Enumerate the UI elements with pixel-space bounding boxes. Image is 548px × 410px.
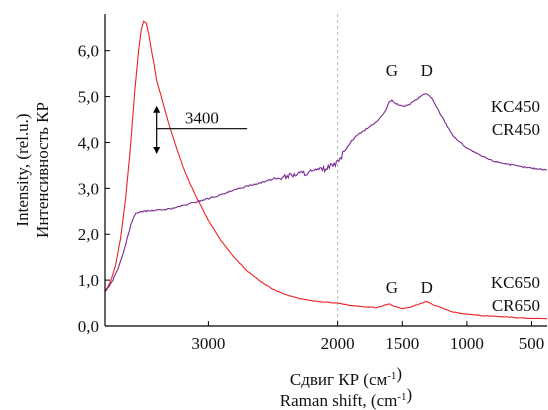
y-axis-title-en: Intensity, (rel.u.) <box>13 113 32 226</box>
annotation-3400: 3400 <box>185 109 219 128</box>
series-label-0-line2: CR650 <box>492 296 540 315</box>
arrow-down-head <box>153 146 161 154</box>
x-tick-label: 1000 <box>450 334 484 353</box>
series-label-1-line1: KC450 <box>491 97 540 116</box>
series-label-0-line1: KC650 <box>491 273 540 292</box>
y-axis-title-ru: Интенсивность КР <box>33 102 52 238</box>
labels: Сдвиг КР (см-1)Raman shift, (cm-1) Intens… <box>13 61 540 410</box>
y-tick-label: 5,0 <box>78 88 99 107</box>
peak-label-g: G <box>386 61 398 80</box>
arrow-up-head <box>153 105 161 113</box>
plot-area <box>104 14 548 326</box>
y-tick-label: 4,0 <box>78 133 99 152</box>
y-tick-label: 6,0 <box>78 42 99 61</box>
series-label-1-line2: CR450 <box>492 120 540 139</box>
y-tick-label: 3,0 <box>78 179 99 198</box>
x-axis-title-ru: Сдвиг КР (см-1) <box>290 364 402 389</box>
y-tick-label: 2,0 <box>78 225 99 244</box>
x-axis-title-en: Raman shift, (cm-1) <box>280 385 412 410</box>
x-tick-label: 500 <box>519 334 545 353</box>
peak-label-d: D <box>421 61 433 80</box>
y-tick-label: 0,0 <box>78 317 99 336</box>
y-tick-label: 1,0 <box>78 271 99 290</box>
axes: 0,0 1,0 2,0 3,0 4,0 5,0 6,0 3000 2000 1500 1000 500 <box>78 14 547 353</box>
x-tick-label: 1500 <box>385 334 419 353</box>
series-line-0 <box>104 20 547 320</box>
peak-label-d: D <box>421 278 433 297</box>
series-line-1 <box>104 93 548 293</box>
x-tick-label: 3000 <box>191 334 225 353</box>
peak-label-g: G <box>386 278 398 297</box>
x-tick-label: 2000 <box>321 334 355 353</box>
